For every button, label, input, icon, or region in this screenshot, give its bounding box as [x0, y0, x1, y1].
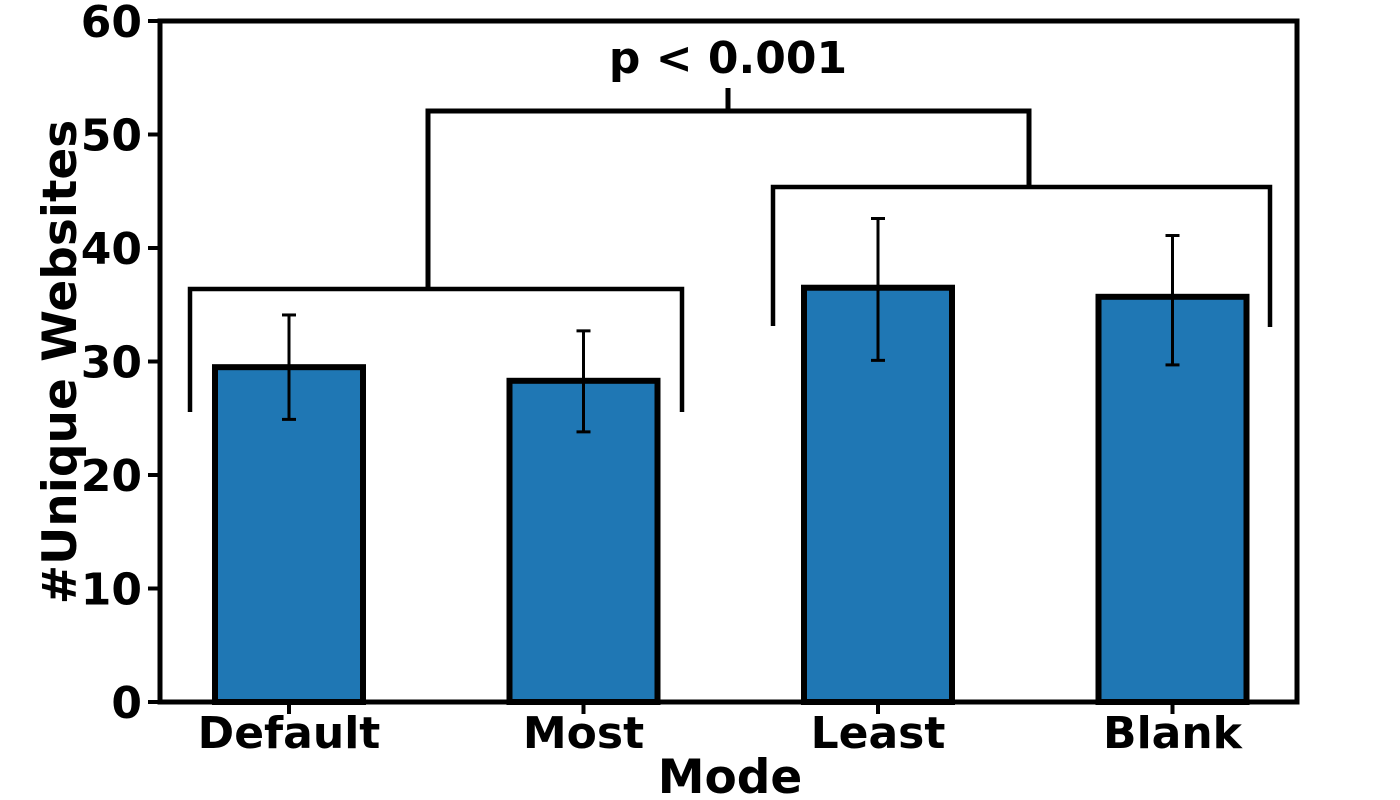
y-tick-label: 50: [81, 111, 142, 162]
y-tick-label: 30: [81, 338, 142, 389]
x-tick-label-blank: Blank: [1103, 708, 1244, 759]
x-tick-label-most: Most: [523, 708, 644, 759]
plot-area: 0 10 20 30 40 50 60 Default Most Least Blank: [81, 0, 1300, 759]
bar-most: [506, 377, 661, 705]
y-axis-label: #Unique Websites: [33, 120, 88, 605]
bracket-group-right: [770, 184, 1273, 327]
y-tick-label: 0: [111, 678, 142, 729]
bracket-group-left: [187, 286, 685, 412]
plot-border: [157, 18, 1300, 705]
p-value-label: p < 0.001: [609, 33, 847, 84]
x-axis-label: Mode: [658, 750, 803, 800]
bracket-top: [425, 108, 1032, 289]
y-tick-label: 10: [81, 565, 142, 616]
y-tick-label: 60: [81, 0, 142, 48]
y-tick-label: 20: [81, 451, 142, 502]
x-tick-label-default: Default: [198, 708, 381, 759]
x-tick-label-least: Least: [811, 708, 946, 759]
y-tick-label: 40: [81, 224, 142, 275]
